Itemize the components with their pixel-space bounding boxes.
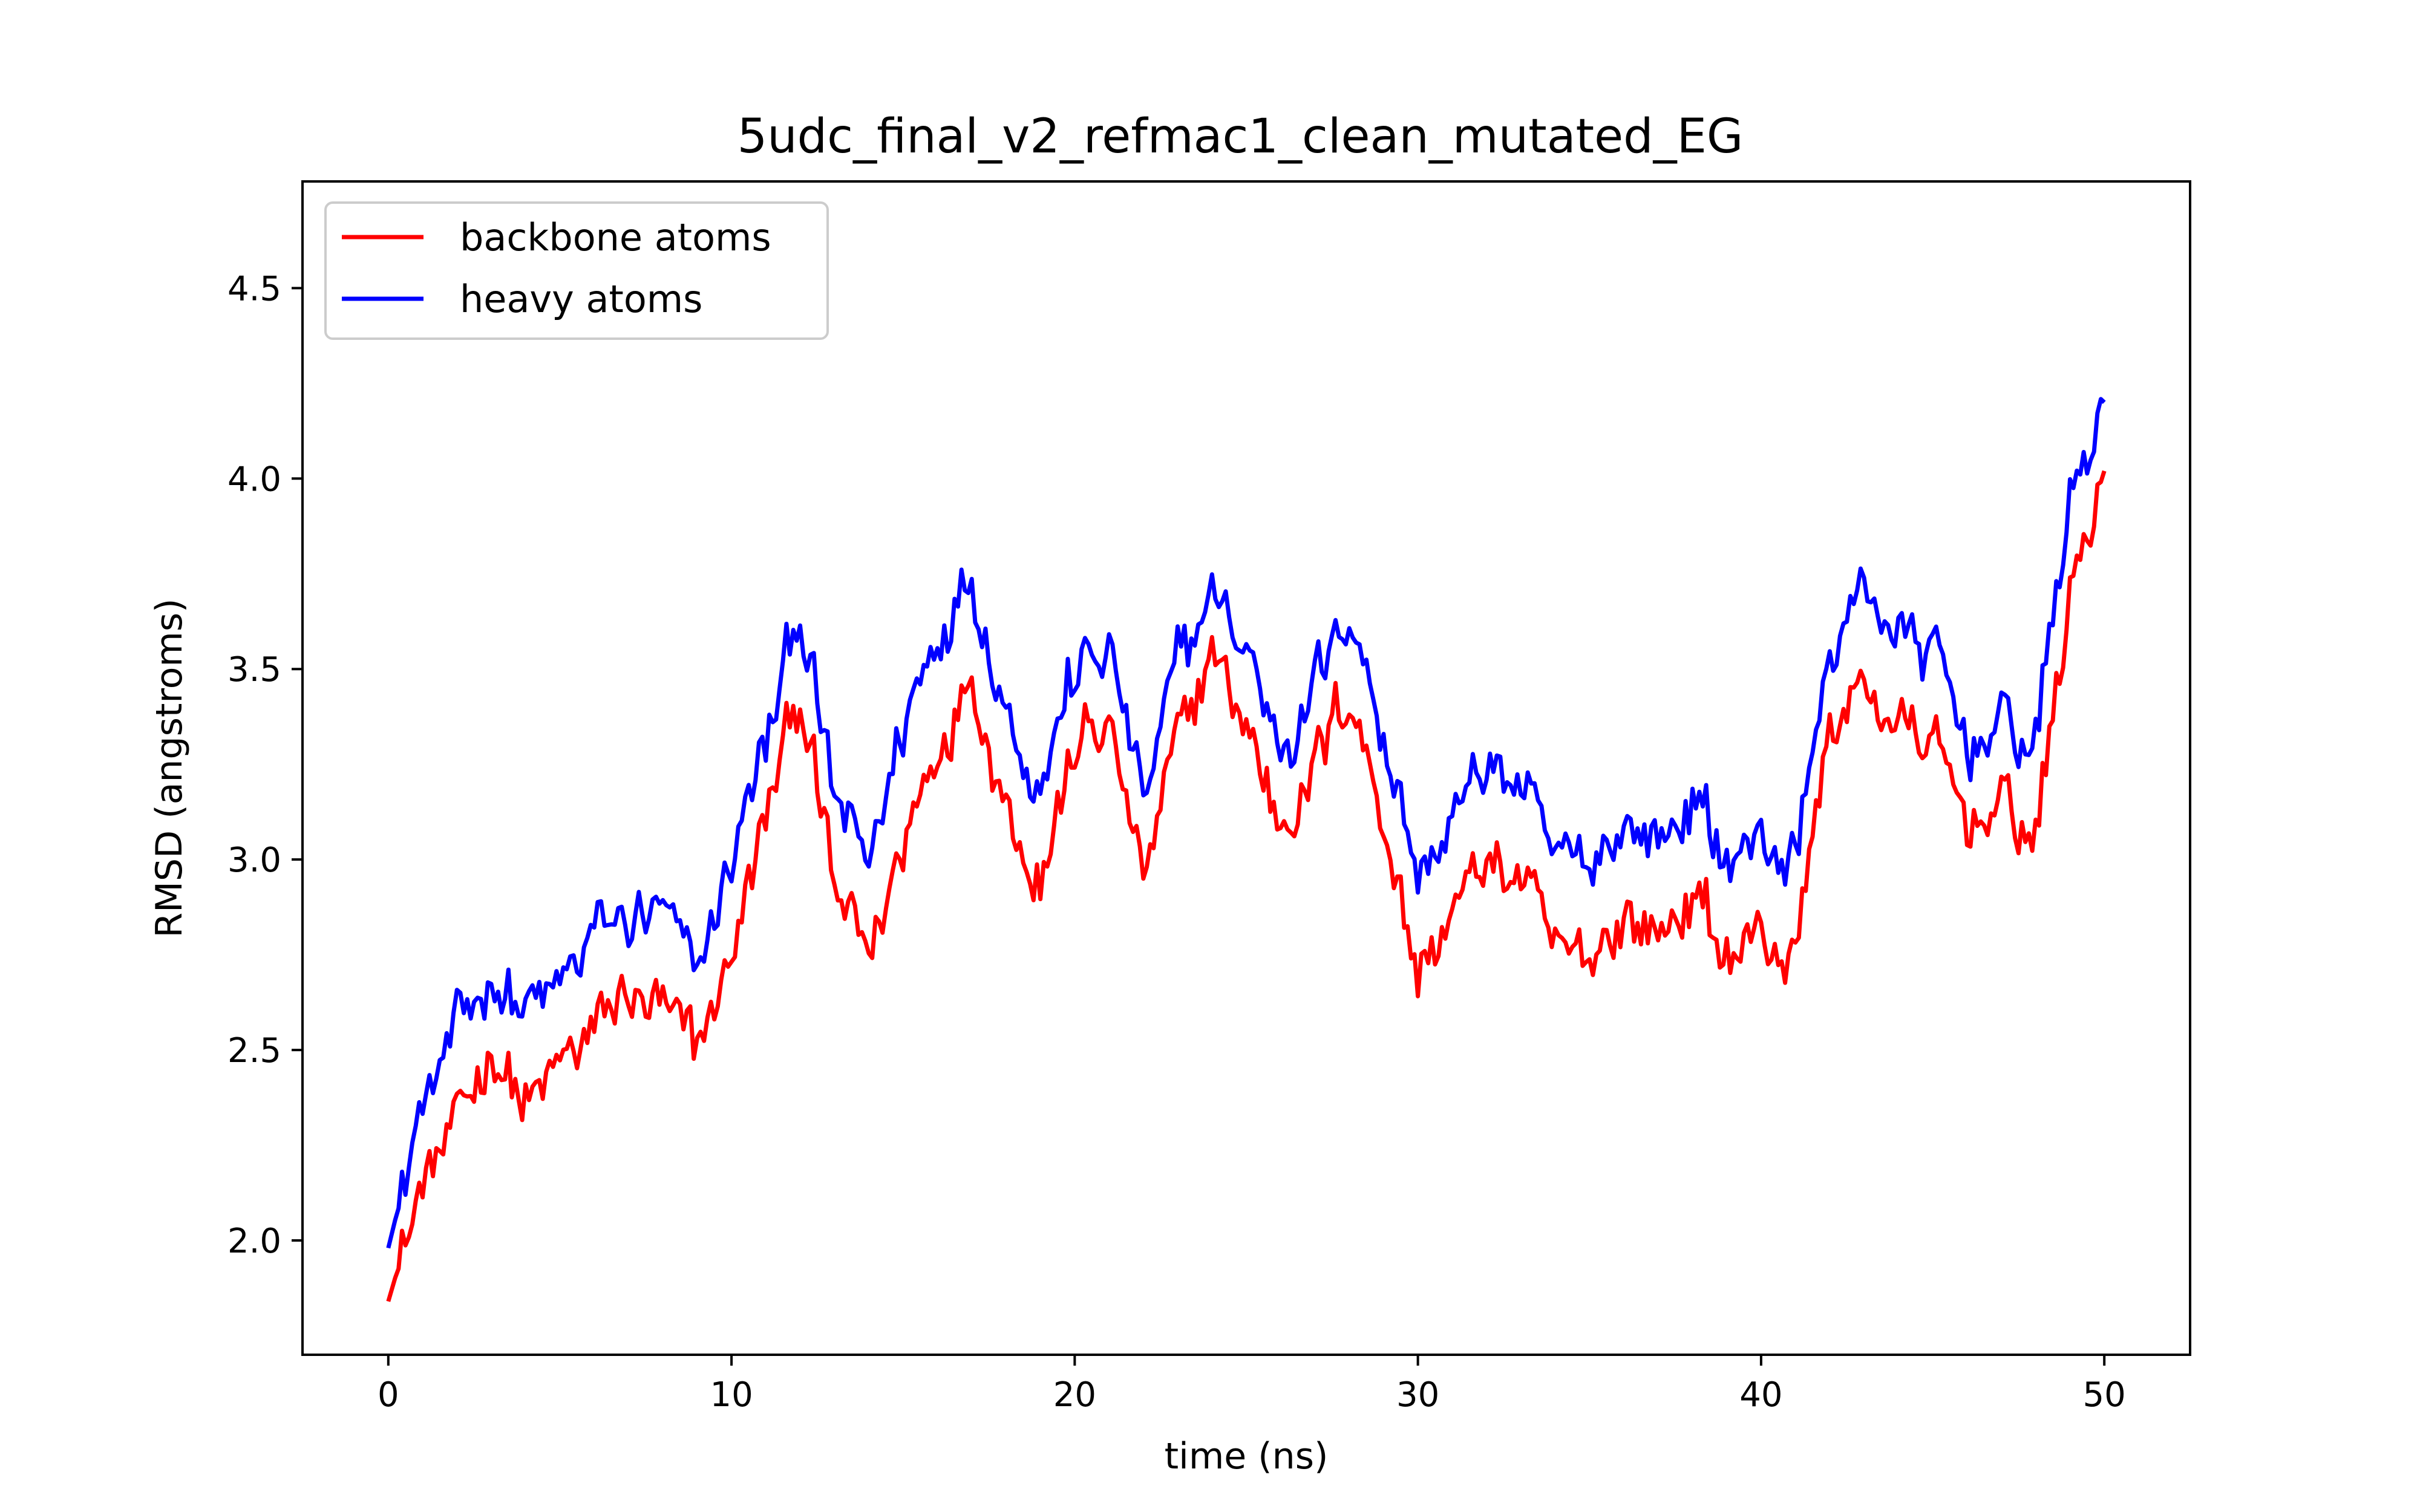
legend-label-heavy: heavy atoms bbox=[460, 277, 702, 321]
x-tick-label: 10 bbox=[710, 1375, 753, 1415]
y-axis: 2.0 2.5 3.0 3.5 4.0 4.5 bbox=[227, 269, 302, 1261]
y-tick-label: 3.0 bbox=[227, 841, 281, 880]
series-line-backbone bbox=[386, 470, 2107, 1302]
x-tick-label: 30 bbox=[1396, 1375, 1439, 1415]
chart-title: 5udc_final_v2_refmac1_clean_mutated_EG bbox=[737, 109, 1744, 164]
y-tick-label: 4.5 bbox=[227, 269, 281, 308]
y-tick-label: 2.0 bbox=[227, 1222, 281, 1261]
plot-frame bbox=[301, 180, 2191, 1356]
y-tick-label: 2.5 bbox=[227, 1031, 281, 1070]
y-tick-label: 3.5 bbox=[227, 650, 281, 689]
y-tick-label: 4.0 bbox=[227, 460, 281, 499]
x-tick-label: 40 bbox=[1739, 1375, 1782, 1415]
legend: backbone atoms heavy atoms bbox=[324, 201, 829, 340]
x-tick-label: 0 bbox=[378, 1375, 399, 1415]
x-tick-label: 50 bbox=[2083, 1375, 2126, 1415]
legend-box bbox=[324, 201, 829, 340]
x-tick-label: 20 bbox=[1053, 1375, 1096, 1415]
x-axis: 0 10 20 30 40 50 bbox=[378, 1355, 2126, 1415]
legend-label-backbone: backbone atoms bbox=[460, 215, 771, 259]
series-line-heavy bbox=[386, 397, 2106, 1249]
y-axis-label: RMSD (angstroms) bbox=[148, 598, 191, 937]
series-group bbox=[386, 397, 2107, 1302]
x-axis-label: time (ns) bbox=[1165, 1435, 1329, 1478]
